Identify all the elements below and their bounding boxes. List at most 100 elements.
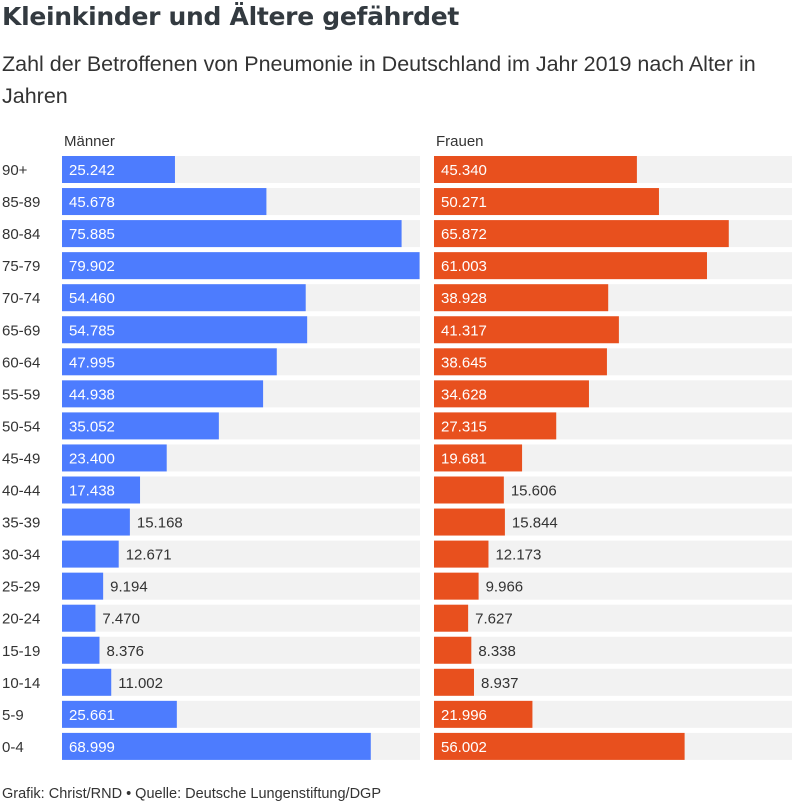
value-label-frauen: 8.338	[478, 643, 516, 660]
category-label: 70-74	[2, 290, 40, 307]
value-label-frauen: 12.173	[495, 547, 541, 564]
bar-frauen	[434, 668, 474, 696]
category-label: 85-89	[2, 194, 40, 211]
bar-maenner	[62, 412, 219, 440]
category-label: 0-4	[2, 739, 24, 756]
bar-maenner	[62, 444, 167, 472]
bar-frauen	[434, 508, 505, 536]
value-label-frauen: 38.928	[441, 290, 487, 307]
bar-frauen	[434, 572, 479, 600]
bar-frauen	[434, 156, 637, 183]
bar-frauen	[434, 540, 489, 568]
value-label-maenner: 68.999	[69, 739, 115, 756]
category-label: 60-64	[2, 354, 40, 371]
value-label-maenner: 75.885	[69, 226, 115, 243]
bar-frauen	[434, 316, 619, 344]
bar-frauen	[434, 444, 523, 472]
value-label-maenner: 8.376	[106, 643, 144, 660]
bar-frauen	[434, 188, 659, 216]
bar-track-maenner	[62, 636, 420, 664]
value-label-maenner: 35.052	[69, 418, 115, 435]
value-label-maenner: 25.661	[69, 707, 115, 724]
bar-frauen	[434, 284, 609, 312]
bar-track-frauen	[434, 668, 792, 696]
value-label-frauen: 7.627	[475, 611, 513, 628]
bar-frauen	[434, 604, 469, 632]
bar-track-frauen	[434, 604, 792, 632]
value-label-frauen: 15.606	[511, 483, 557, 500]
bar-maenner	[62, 220, 402, 248]
category-label: 5-9	[2, 707, 24, 724]
chart-title: Kleinkinder und Ältere gefährdet	[2, 2, 460, 31]
bar-maenner	[62, 156, 175, 183]
value-label-maenner: 9.194	[110, 579, 148, 596]
bar-frauen	[434, 348, 607, 376]
category-label: 25-29	[2, 579, 40, 596]
value-label-maenner: 47.995	[69, 354, 115, 371]
bar-maenner	[62, 732, 371, 760]
bar-frauen	[434, 732, 685, 760]
bar-maenner	[62, 348, 277, 376]
value-label-maenner: 45.678	[69, 194, 115, 211]
bar-track-frauen	[434, 540, 792, 568]
category-label: 35-39	[2, 515, 40, 532]
chart-subtitle: Zahl der Betroffenen von Pneumonie in De…	[2, 52, 756, 108]
bar-frauen	[434, 636, 472, 664]
category-label: 75-79	[2, 258, 40, 275]
bar-frauen	[434, 700, 533, 728]
bar-maenner	[62, 380, 264, 408]
value-label-maenner: 44.938	[69, 386, 115, 403]
bar-maenner	[62, 668, 112, 696]
bar-maenner	[62, 636, 100, 664]
value-label-maenner: 15.168	[137, 515, 183, 532]
category-label: 15-19	[2, 643, 40, 660]
bar-frauen	[434, 220, 729, 248]
value-label-maenner: 23.400	[69, 450, 115, 467]
value-label-frauen: 19.681	[441, 450, 487, 467]
bar-frauen	[434, 252, 707, 280]
value-label-maenner: 17.438	[69, 483, 115, 500]
value-label-frauen: 65.872	[441, 226, 487, 243]
bar-maenner	[62, 604, 96, 632]
category-label: 65-69	[2, 322, 40, 339]
bar-track-frauen	[434, 636, 792, 664]
value-label-frauen: 27.315	[441, 418, 487, 435]
bar-track-frauen	[434, 572, 792, 600]
bar-frauen	[434, 412, 557, 440]
category-label: 20-24	[2, 611, 40, 628]
bar-maenner	[62, 508, 130, 536]
bar-track-maenner	[62, 604, 420, 632]
bar-maenner	[62, 188, 267, 216]
bar-maenner	[62, 572, 104, 600]
category-label: 80-84	[2, 226, 40, 243]
series-header-frauen: Frauen	[436, 133, 484, 150]
category-label: 90+	[2, 162, 28, 179]
bar-frauen	[434, 476, 504, 504]
value-label-maenner: 25.242	[69, 162, 115, 179]
value-label-frauen: 38.645	[441, 354, 487, 371]
value-label-maenner: 79.902	[69, 258, 115, 275]
value-label-frauen: 56.002	[441, 739, 487, 756]
bar-maenner	[62, 284, 306, 312]
value-label-frauen: 21.996	[441, 707, 487, 724]
bar-maenner	[62, 700, 177, 728]
category-label: 10-14	[2, 675, 40, 692]
value-label-frauen: 50.271	[441, 194, 487, 211]
category-label: 55-59	[2, 386, 40, 403]
bar-maenner	[62, 476, 141, 504]
bar-track-maenner	[62, 668, 420, 696]
value-label-frauen: 61.003	[441, 258, 487, 275]
value-label-maenner: 7.470	[102, 611, 140, 628]
bar-maenner	[62, 252, 420, 280]
value-label-maenner: 11.002	[118, 675, 163, 692]
value-label-frauen: 45.340	[441, 162, 487, 179]
category-label: 40-44	[2, 483, 40, 500]
category-label: 45-49	[2, 450, 40, 467]
value-label-maenner: 54.785	[69, 322, 115, 339]
bar-frauen	[434, 380, 589, 408]
bar-maenner	[62, 316, 308, 344]
value-label-maenner: 12.671	[126, 547, 172, 564]
chart-footer: Grafik: Christ/RND • Quelle: Deutsche Lu…	[2, 786, 382, 802]
pyramid-chart: Männer Frauen 90+ 25.242 45.340 85-89 45.678 50…	[2, 133, 792, 760]
series-header-maenner: Männer	[64, 133, 115, 150]
